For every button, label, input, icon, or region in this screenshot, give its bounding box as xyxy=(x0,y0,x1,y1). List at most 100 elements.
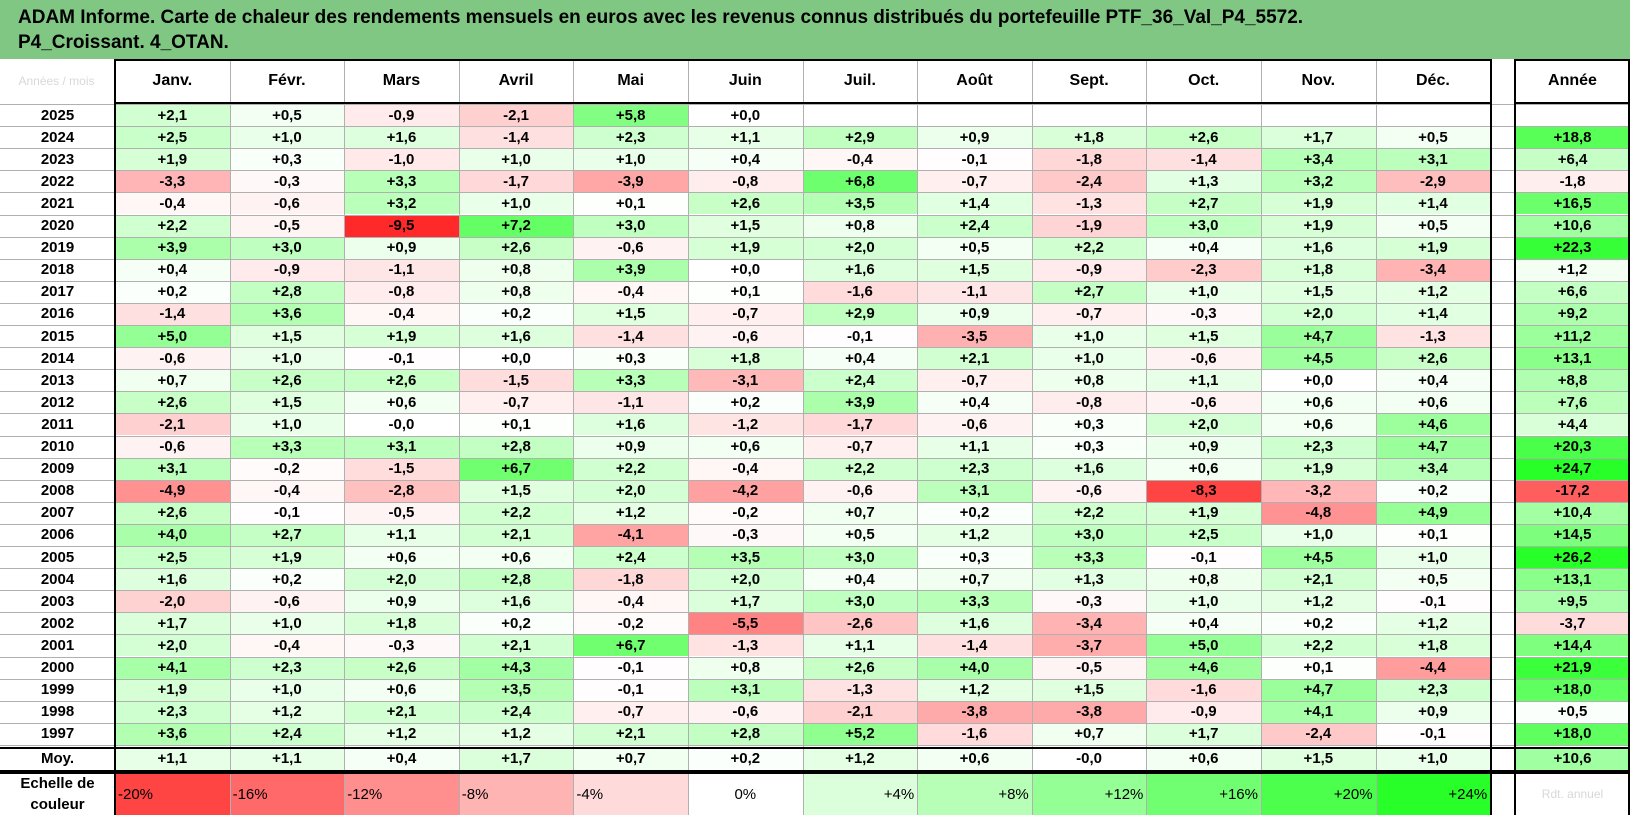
heatmap-cell: +1,8 xyxy=(688,347,803,370)
heatmap-cell: -0,1 xyxy=(344,347,459,370)
heatmap-cell: +2,6 xyxy=(344,369,459,392)
heatmap-cell: +2,6 xyxy=(344,656,459,679)
row-year-label: 2003 xyxy=(40,592,75,610)
heatmap-cell: +1,0 xyxy=(1375,546,1491,569)
heatmap-cell: +1,9 xyxy=(1261,214,1376,237)
heatmap-cell: +1,8 xyxy=(344,612,459,635)
heatmap-cell: +0,9 xyxy=(573,435,688,458)
heatmap-cell: +2,3 xyxy=(229,656,345,679)
title-line-1: ADAM Informe. Carte de chaleur des rende… xyxy=(18,7,1304,28)
heatmap-cell: +2,9 xyxy=(802,302,918,325)
heatmap-cell: +1,4 xyxy=(917,192,1032,215)
heatmap-cell: +3,1 xyxy=(917,479,1032,502)
heatmap-cell: +1,7 xyxy=(688,590,803,613)
heatmap-cell: +1,6 xyxy=(802,258,918,281)
heatmap-cell: -3,8 xyxy=(917,700,1032,723)
heatmap-cell: -3,5 xyxy=(917,325,1032,348)
year-total-cell: +6,6 xyxy=(1515,280,1630,303)
heatmap-cell: +0,9 xyxy=(344,590,459,613)
heatmap-cell: -0,6 xyxy=(688,325,803,348)
heatmap-cell: +1,0 xyxy=(1031,325,1147,348)
row-year-label: 2022 xyxy=(40,172,75,190)
heatmap-cell: +2,4 xyxy=(802,369,918,392)
grid-line-horizontal xyxy=(0,325,1630,326)
heatmap-cell: +1,4 xyxy=(1375,302,1491,325)
grid-line-horizontal xyxy=(0,391,1630,392)
table-border xyxy=(0,770,1630,772)
heatmap-cell: +0,9 xyxy=(1146,435,1261,458)
year-total-cell xyxy=(1515,104,1630,127)
heatmap-cell: +2,7 xyxy=(1031,280,1147,303)
heatmap-cell: +0,0 xyxy=(458,347,574,370)
heatmap-cell: -1,1 xyxy=(573,391,688,414)
heatmap-cell: +1,2 xyxy=(917,678,1032,701)
row-year-label: 2012 xyxy=(40,393,75,411)
row-year-label: 2001 xyxy=(40,636,75,654)
heatmap-cell: +3,1 xyxy=(688,678,803,701)
heatmap-cell: +1,5 xyxy=(573,302,688,325)
heatmap-cell: -0,3 xyxy=(1146,302,1261,325)
month-header: Mai xyxy=(617,71,645,89)
heatmap-cell: -0,1 xyxy=(1375,590,1491,613)
year-total-cell: +9,5 xyxy=(1515,590,1630,613)
heatmap-cell: -1,9 xyxy=(1031,214,1147,237)
heatmap-cell: +0,4 xyxy=(688,148,803,171)
heatmap-cell: +0,6 xyxy=(1146,457,1261,480)
heatmap-cell: +1,2 xyxy=(1375,612,1491,635)
row-year-label: 2007 xyxy=(40,504,75,522)
heatmap-cell: +0,0 xyxy=(688,258,803,281)
grid-line-horizontal xyxy=(0,723,1630,724)
heatmap-cell: -9,5 xyxy=(344,214,459,237)
heatmap-cell: +1,1 xyxy=(344,523,459,546)
heatmap-cell: -0,0 xyxy=(344,413,459,436)
title-line-2: P4_Croissant. 4_OTAN. xyxy=(18,32,229,53)
row-year-label: 2009 xyxy=(40,460,75,478)
grid-line-horizontal xyxy=(0,546,1630,547)
heatmap-cell: +0,5 xyxy=(1375,214,1491,237)
heatmap-cell: -2,9 xyxy=(1375,170,1491,193)
heatmap-cell: -2,1 xyxy=(115,413,230,436)
heatmap-cell: +0,2 xyxy=(458,302,574,325)
heatmap-cell: +0,1 xyxy=(688,280,803,303)
average-cell: +0,7 xyxy=(573,747,688,770)
heatmap-cell: +4,5 xyxy=(1261,347,1376,370)
heatmap-cell: +0,2 xyxy=(1375,479,1491,502)
heatmap-cell: +1,9 xyxy=(344,325,459,348)
heatmap-cell: +5,2 xyxy=(802,722,918,745)
heatmap-cell: +3,5 xyxy=(458,678,574,701)
heatmap-cell: -0,2 xyxy=(229,457,345,480)
heatmap-cell: +0,7 xyxy=(917,568,1032,591)
table-border xyxy=(114,59,116,815)
heatmap-cell: +2,6 xyxy=(802,656,918,679)
heatmap-cell: +0,3 xyxy=(917,546,1032,569)
heatmap-cell: +3,9 xyxy=(115,236,230,259)
heatmap-cell: -1,0 xyxy=(344,148,459,171)
heatmap-cell: +2,2 xyxy=(458,501,574,524)
heatmap-cell: +2,5 xyxy=(1146,523,1261,546)
year-total-cell: +18,8 xyxy=(1515,126,1630,149)
heatmap-cell: +3,0 xyxy=(229,236,345,259)
heatmap-cell: -2,1 xyxy=(458,104,574,127)
month-header: Févr. xyxy=(268,71,306,89)
heatmap-cell: +1,3 xyxy=(1031,568,1147,591)
month-header: Juil. xyxy=(843,71,876,89)
heatmap-cell: +2,2 xyxy=(573,457,688,480)
year-total-cell: +10,4 xyxy=(1515,501,1630,524)
heatmap-cell: -0,6 xyxy=(1031,479,1147,502)
heatmap-cell: -0,8 xyxy=(344,280,459,303)
heatmap-cell xyxy=(802,104,918,127)
heatmap-cell: +1,5 xyxy=(688,214,803,237)
year-total-cell: +26,2 xyxy=(1515,546,1630,569)
heatmap-cell: +0,9 xyxy=(344,236,459,259)
grid-line-horizontal xyxy=(0,148,1630,149)
table-border xyxy=(1514,59,1516,815)
heatmap-cell: +2,2 xyxy=(1031,501,1147,524)
heatmap-cell: -5,5 xyxy=(688,612,803,635)
year-total-cell: +4,4 xyxy=(1515,413,1630,436)
heatmap-cell: +2,2 xyxy=(1261,634,1376,657)
heatmap-cell: +1,5 xyxy=(229,391,345,414)
heatmap-cell: +1,2 xyxy=(1375,280,1491,303)
heatmap-cell: +4,1 xyxy=(115,656,230,679)
heatmap-cell: +2,1 xyxy=(458,634,574,657)
heatmap-cell: +4,6 xyxy=(1375,413,1491,436)
